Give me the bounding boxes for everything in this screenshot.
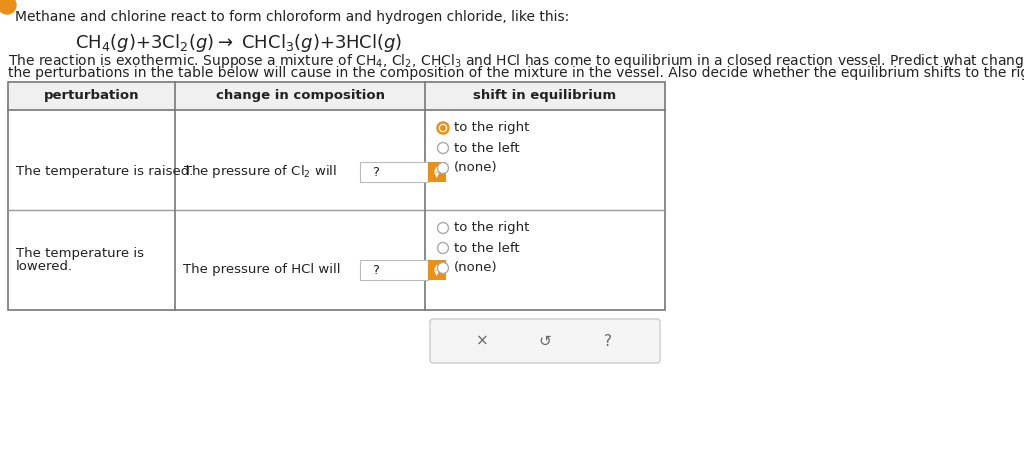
Text: The reaction is exothermic. Suppose a mixture of $\mathrm{CH_4}$, $\mathrm{Cl_2}: The reaction is exothermic. Suppose a mi…	[8, 52, 1024, 70]
Text: to the right: to the right	[454, 121, 528, 134]
Text: ?: ?	[372, 166, 379, 179]
Text: (none): (none)	[454, 261, 497, 274]
Text: lowered.: lowered.	[16, 260, 73, 273]
Circle shape	[0, 0, 16, 14]
Circle shape	[437, 122, 449, 133]
Bar	[8, 82, 665, 310]
Circle shape	[437, 162, 449, 173]
Text: to the left: to the left	[454, 241, 519, 254]
Circle shape	[437, 263, 449, 273]
Text: The temperature is: The temperature is	[16, 246, 144, 259]
FancyBboxPatch shape	[430, 319, 660, 363]
Bar	[360, 162, 428, 182]
Text: The temperature is raised.: The temperature is raised.	[16, 166, 194, 179]
Bar	[360, 260, 428, 280]
Circle shape	[440, 125, 446, 131]
Text: ?: ?	[604, 333, 611, 348]
Circle shape	[437, 222, 449, 233]
Text: The pressure of HCl will: The pressure of HCl will	[183, 264, 341, 277]
Text: ×: ×	[476, 333, 488, 348]
Bar	[428, 260, 446, 280]
Text: to the right: to the right	[454, 221, 528, 234]
Text: shift in equilibrium: shift in equilibrium	[473, 89, 616, 102]
Text: (none): (none)	[454, 161, 497, 174]
Text: change in composition: change in composition	[215, 89, 384, 102]
Bar	[428, 162, 446, 182]
Text: Methane and chlorine react to form chloroform and hydrogen chloride, like this:: Methane and chlorine react to form chlor…	[15, 10, 569, 24]
Text: ▲: ▲	[434, 264, 439, 270]
Text: ▲: ▲	[434, 166, 439, 172]
Text: ▼: ▼	[434, 172, 439, 178]
Text: ?: ?	[372, 264, 379, 277]
Bar	[8, 82, 665, 310]
Text: the perturbations in the table below will cause in the composition of the mixtur: the perturbations in the table below wil…	[8, 66, 1024, 80]
Text: The pressure of Cl$_2$ will: The pressure of Cl$_2$ will	[183, 164, 337, 180]
Circle shape	[437, 243, 449, 253]
Circle shape	[437, 142, 449, 153]
Text: to the left: to the left	[454, 141, 519, 154]
Bar	[8, 82, 665, 110]
Text: perturbation: perturbation	[44, 89, 139, 102]
Text: ↺: ↺	[539, 333, 551, 348]
Text: ▼: ▼	[434, 270, 439, 276]
Text: $\mathrm{CH_4}$$\mathrm{(\mathit{g})}$$\mathrm{+3Cl_2}$$\mathrm{(\mathit{g})}$$\: $\mathrm{CH_4}$$\mathrm{(\mathit{g})}$$\…	[75, 32, 402, 54]
